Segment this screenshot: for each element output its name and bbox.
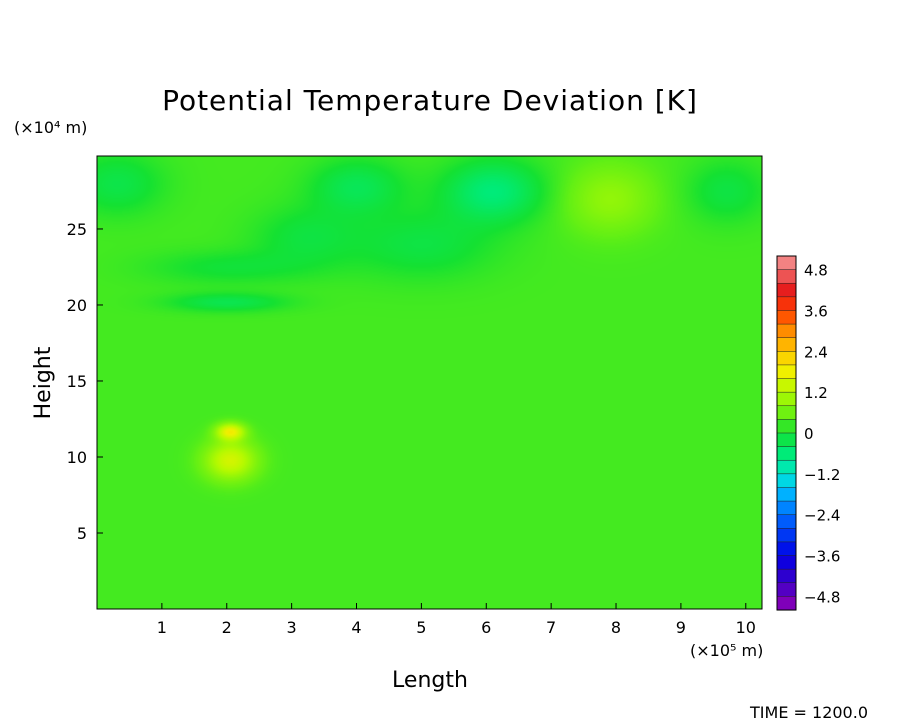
x-tick-label: 9: [676, 618, 686, 637]
colorbar-swatch: [776, 500, 797, 516]
x-tick-label: 8: [611, 618, 621, 637]
colorbar-tick-label: −4.8: [804, 588, 840, 606]
colorbar-tick-label: −1.2: [804, 466, 840, 484]
colorbar-swatch: [776, 473, 797, 489]
plot-area: [96, 155, 763, 610]
y-axis-unit: (×10⁴ m): [14, 118, 87, 137]
colorbar-swatch: [776, 269, 797, 284]
plot-frame: [96, 155, 763, 610]
colorbar-swatch: [776, 459, 797, 475]
colorbar-tick-label: 2.4: [804, 343, 828, 361]
colorbar-swatch: [776, 310, 797, 325]
colorbar-tick-label: −2.4: [804, 507, 840, 525]
colorbar-swatch: [776, 446, 797, 461]
x-tick-label: 5: [416, 618, 426, 637]
colorbar-swatch: [776, 296, 797, 312]
colorbar-tick-label: 4.8: [804, 262, 828, 280]
colorbar-tick-label: 1.2: [804, 384, 828, 402]
colorbar-swatch: [776, 432, 797, 448]
colorbar-frame: [776, 255, 797, 611]
colorbar-swatch: [776, 391, 797, 407]
y-tick-label: 15: [67, 372, 87, 391]
colorbar-swatch: [776, 323, 797, 339]
y-tick-label: 10: [67, 448, 87, 467]
x-tick-label: 4: [351, 618, 361, 637]
colorbar-swatch: [776, 378, 797, 393]
y-tick-label: 20: [67, 296, 87, 315]
x-tick-label: 6: [481, 618, 491, 637]
y-tick-label: 5: [77, 524, 87, 543]
colorbar: 4.8 3.6 2.4 1.2 0 −1.2 −2.4 −3.6 −4.8: [776, 255, 840, 611]
colorbar-swatch: [776, 541, 797, 557]
colorbar-swatch: [776, 596, 797, 611]
x-tick-label: 1: [157, 618, 167, 637]
x-tick-label: 7: [546, 618, 556, 637]
heatmap-field: [97, 156, 762, 609]
x-tick-label: 10: [736, 618, 756, 637]
y-axis-label: Height: [31, 346, 56, 419]
colorbar-swatch: [776, 337, 797, 352]
colorbar-swatch: [776, 419, 797, 434]
colorbar-swatch: [776, 582, 797, 597]
x-axis-unit: (×10⁵ m): [690, 641, 763, 660]
colorbar-tick-label: 0: [804, 425, 814, 443]
colorbar-swatch: [776, 364, 797, 380]
colorbar-swatch: [776, 351, 797, 366]
chart-title: Potential Temperature Deviation [K]: [162, 84, 698, 117]
colorbar-swatch: [776, 514, 797, 529]
colorbar-swatch: [776, 255, 797, 271]
colorbar-swatch: [776, 528, 797, 543]
colorbar-tick-label: −3.6: [804, 548, 840, 566]
colorbar-tick-label: 3.6: [804, 302, 828, 320]
time-annotation: TIME = 1200.0: [749, 703, 868, 722]
x-tick-label: 2: [222, 618, 232, 637]
x-axis-label: Length: [392, 668, 468, 693]
colorbar-swatch: [776, 282, 797, 298]
colorbar-swatch: [776, 555, 797, 570]
x-axis-ticks: 1 2 3 4 5 6 7 8 9 10: [157, 603, 756, 637]
x-tick-label: 3: [287, 618, 297, 637]
colorbar-swatch: [776, 487, 797, 502]
y-axis-ticks: 5 10 15 20 25: [67, 220, 103, 543]
colorbar-swatch: [776, 405, 797, 420]
y-tick-label: 25: [67, 220, 87, 239]
colorbar-swatch: [776, 568, 797, 584]
